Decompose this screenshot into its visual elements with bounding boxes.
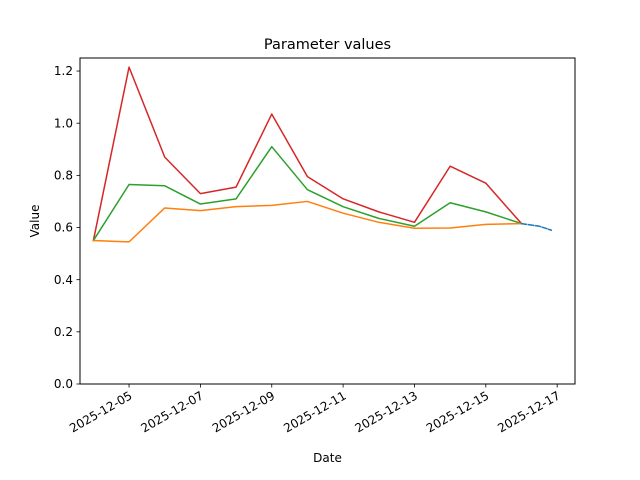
series-layer xyxy=(92,66,553,243)
y-tick-label: 0.0 xyxy=(54,377,73,391)
plot-area xyxy=(80,58,575,384)
series-line-1 xyxy=(92,66,523,242)
y-tick-label: 0.6 xyxy=(54,221,73,235)
plot-frame xyxy=(79,57,576,385)
y-axis-label: Value xyxy=(28,205,42,238)
chart-title: Parameter values xyxy=(264,37,391,53)
series-line-4 xyxy=(520,222,553,232)
series-line-3 xyxy=(92,200,523,243)
y-tick-label: 1.0 xyxy=(54,116,73,130)
y-tick-label: 0.4 xyxy=(54,273,73,287)
y-tick-label: 1.2 xyxy=(54,64,73,78)
y-tick-label: 0.8 xyxy=(54,169,73,183)
x-axis-label: Date xyxy=(313,451,342,465)
series-line-2 xyxy=(92,145,523,242)
y-tick-label: 0.2 xyxy=(54,325,73,339)
